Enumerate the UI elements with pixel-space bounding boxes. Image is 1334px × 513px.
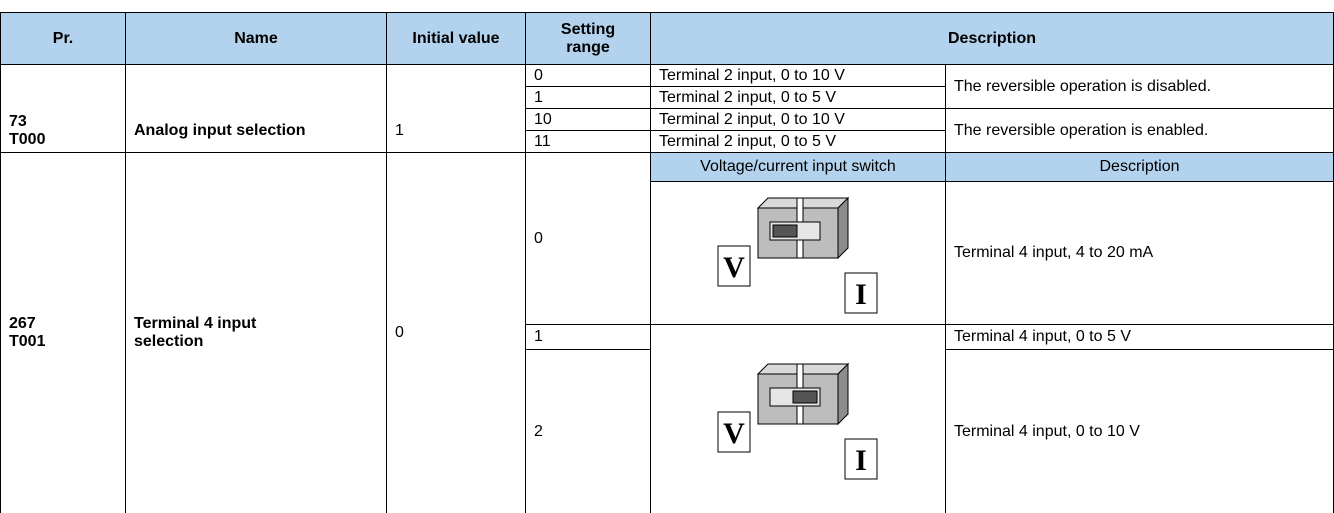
pr-cell: 73 T000 — [0, 64, 125, 196]
name-cell: Terminal 4 input selection — [125, 152, 386, 513]
initial-cell: 1 — [386, 64, 525, 196]
switch-label: V — [723, 251, 745, 284]
setting-cell: 1 — [525, 86, 650, 108]
switch-label: I — [855, 278, 867, 311]
header-cell: Initial value — [386, 12, 525, 64]
setting-cell: 2 — [525, 349, 650, 513]
input-cell: Terminal 4 input, 0 to 10 V — [945, 349, 1334, 513]
input-cell: Terminal 2 input, 0 to 10 V — [650, 64, 945, 86]
pr: T001 — [9, 333, 46, 350]
header-cell: Pr. — [0, 12, 125, 64]
switch-label: V — [723, 417, 745, 450]
subheader-cell: Description — [945, 152, 1334, 181]
note-cell: The reversible operation is enabled. — [945, 108, 1334, 152]
input-cell: Terminal 2 input, 0 to 10 V — [650, 108, 945, 130]
switch-cell: V I — [650, 181, 945, 324]
pr: 267 — [9, 315, 36, 332]
input-cell: Terminal 2 input, 0 to 5 V — [650, 86, 945, 108]
pr: T000 — [9, 130, 46, 148]
switch-cell: V I — [650, 324, 945, 513]
switch-icon: V I — [717, 362, 878, 480]
input-cell: Terminal 4 input, 0 to 5 V — [945, 324, 1334, 349]
input-cell: Terminal 2 input, 0 to 5 V — [650, 130, 945, 152]
setting-cell: 1 — [525, 324, 650, 349]
switch-label: I — [855, 444, 867, 477]
input-cell: Terminal 4 input, 4 to 20 mA — [945, 181, 1334, 324]
name: Terminal 4 input selection — [134, 315, 257, 350]
header-text: Setting range — [560, 20, 616, 56]
setting-cell: 11 — [525, 130, 650, 152]
pr-cell: 267 T001 — [0, 152, 125, 513]
header-cell: Description — [650, 12, 1334, 64]
pr: 73 — [9, 112, 27, 130]
header-cell: Setting range — [525, 12, 650, 64]
setting-cell: 0 — [525, 64, 650, 86]
header-cell: Name — [125, 12, 386, 64]
setting-cell: 10 — [525, 108, 650, 130]
subheader-cell: Voltage/current input switch — [650, 152, 945, 181]
setting-cell: 0 — [525, 152, 650, 324]
note-cell: The reversible operation is disabled. — [945, 64, 1334, 108]
switch-icon: V I — [717, 196, 878, 314]
initial-cell: 0 — [386, 152, 525, 513]
name-cell: Analog input selection — [125, 64, 386, 196]
